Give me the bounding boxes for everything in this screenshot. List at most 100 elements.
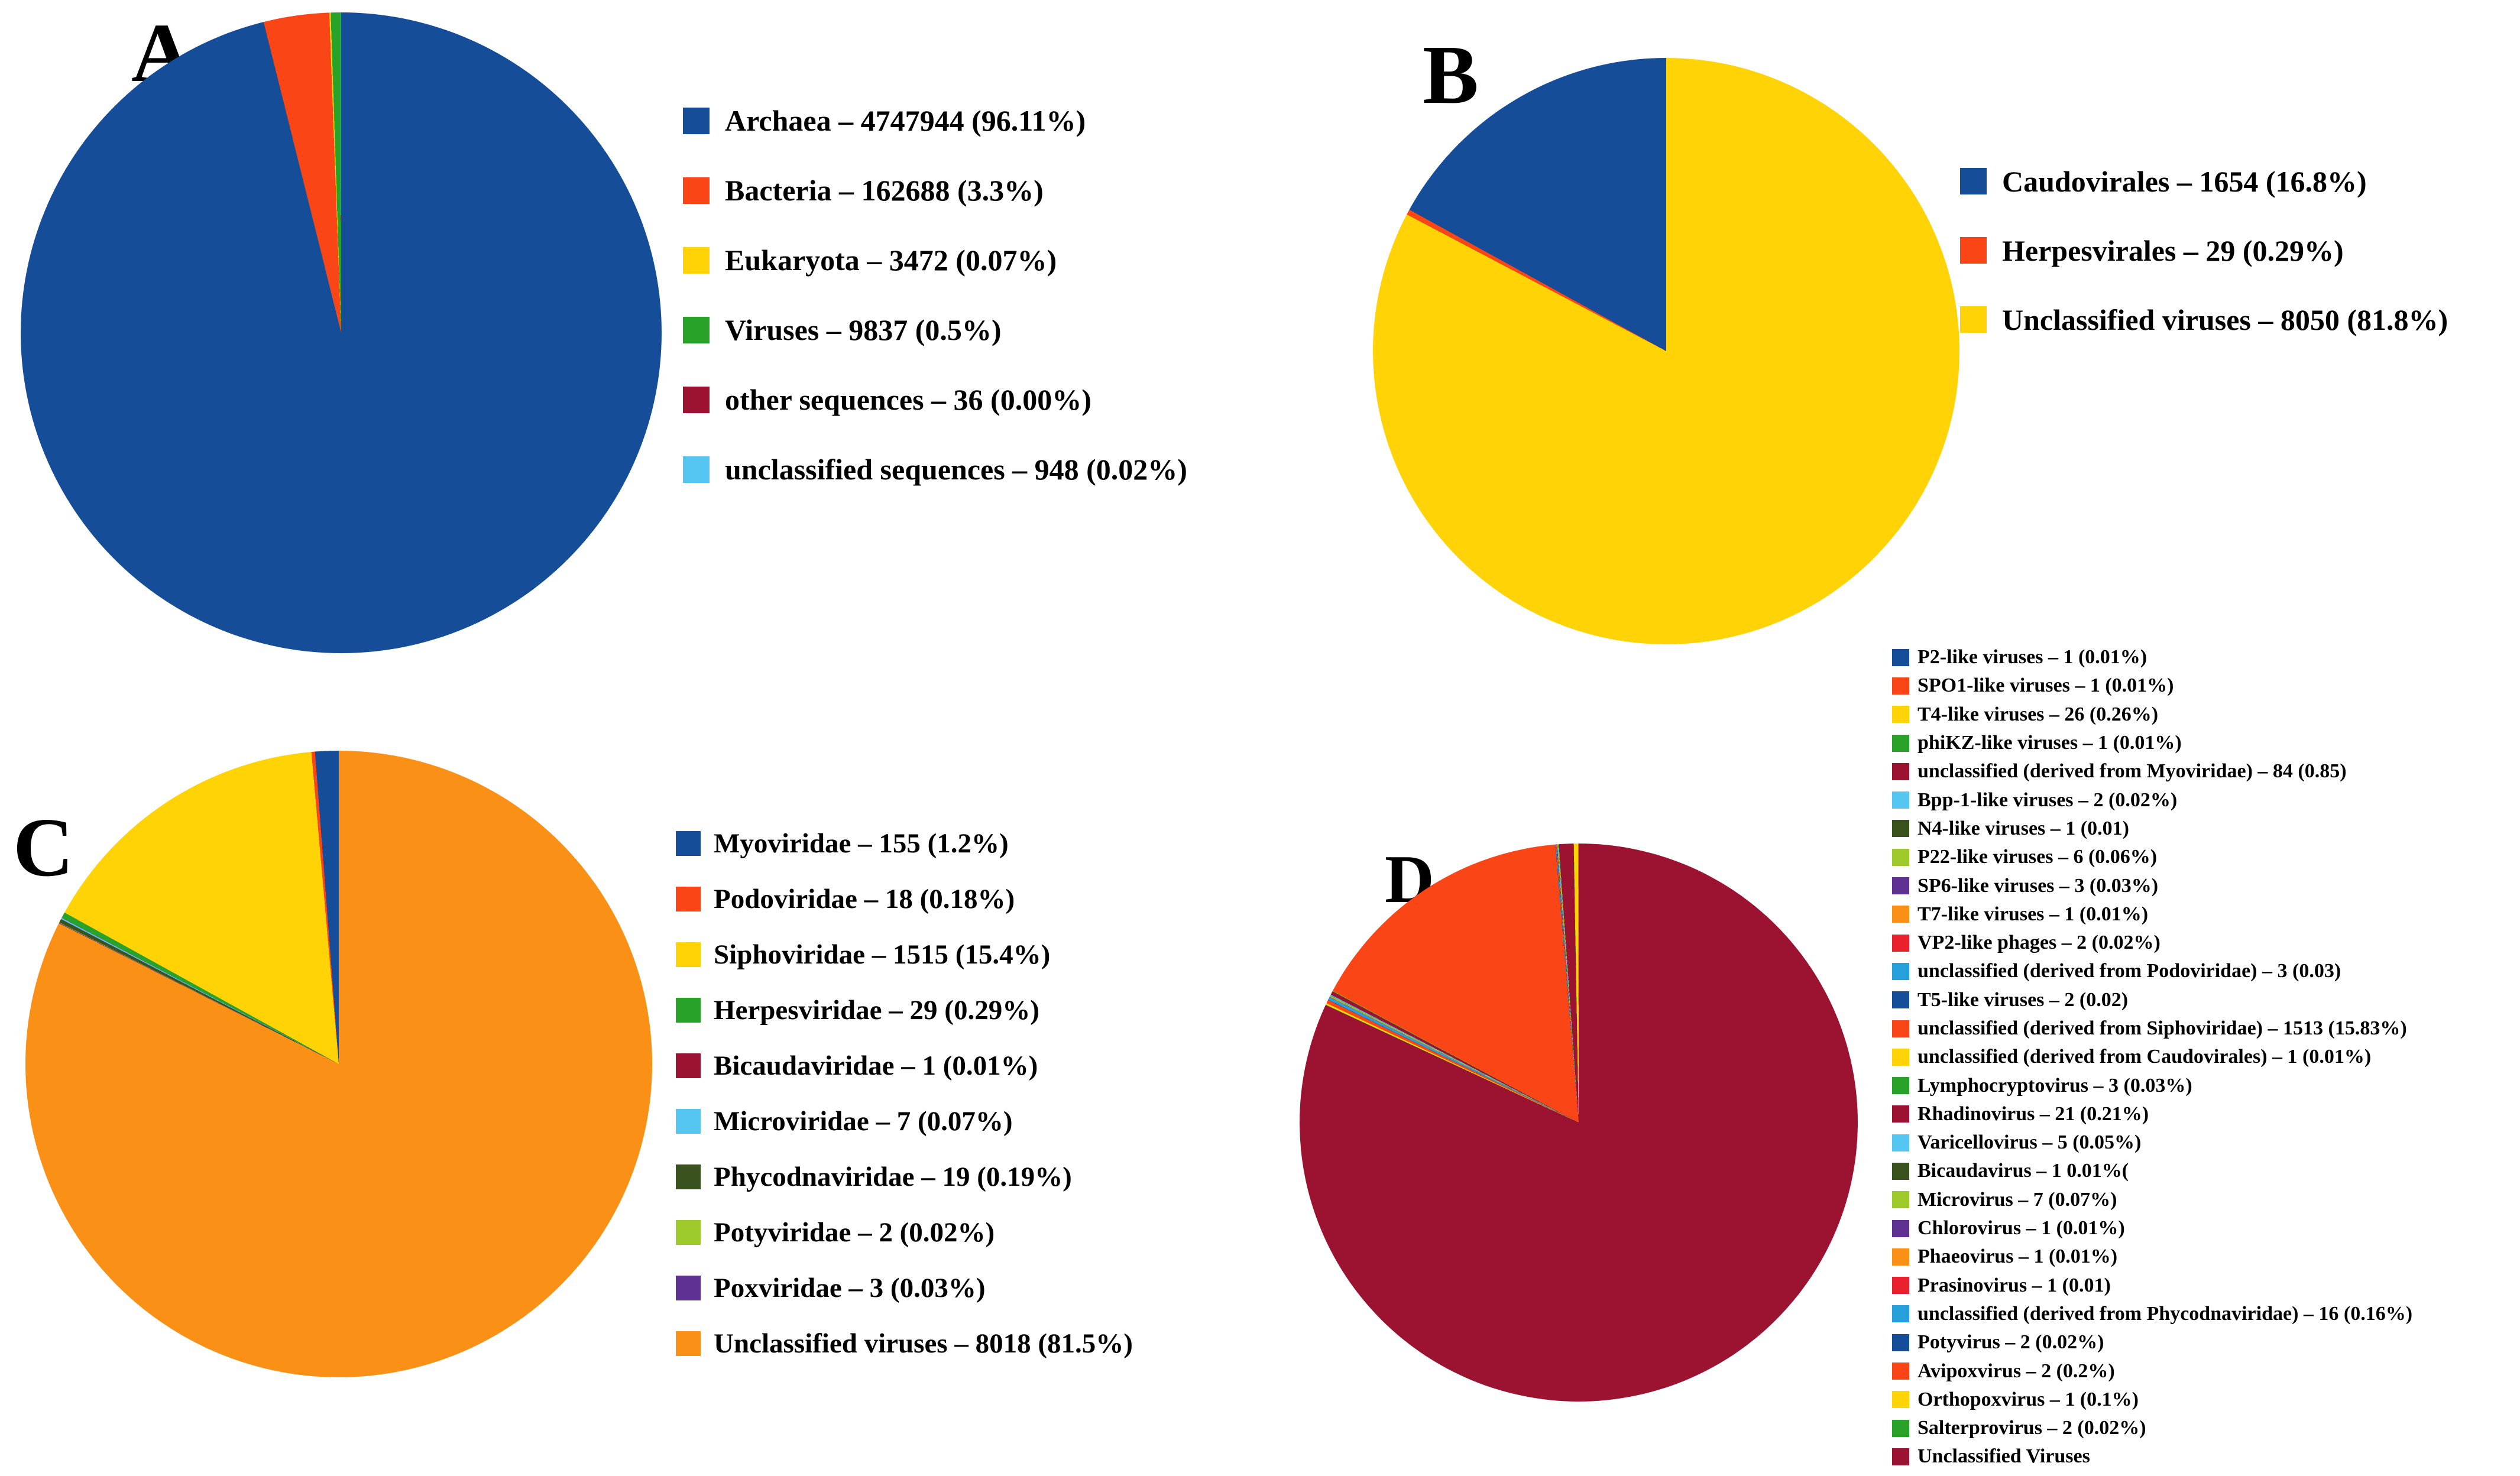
legend-swatch-icon: [1892, 1020, 1909, 1037]
legend-item: Salterprovirus – 2 (0.02%): [1892, 1414, 2412, 1442]
legend-swatch-icon: [1892, 791, 1909, 809]
legend-item: Herpesvirales – 29 (0.29%): [1960, 216, 2448, 285]
legend-swatch-icon: [1892, 1162, 1909, 1180]
legend-item: Caudovirales – 1654 (16.8%): [1960, 147, 2448, 216]
legend-b: Caudovirales – 1654 (16.8%) Herpesvirales…: [1960, 147, 2448, 354]
legend-label: Herpesviridae – 29 (0.29%): [714, 994, 1039, 1026]
legend-swatch-icon: [683, 246, 710, 274]
legend-label: unclassified (derived from Siphoviridae)…: [1917, 1017, 2407, 1039]
legend-swatch-icon: [1892, 1419, 1909, 1437]
pie-chart-c: [25, 751, 652, 1377]
legend-swatch-icon: [1892, 1105, 1909, 1123]
legend-swatch-icon: [1892, 648, 1909, 666]
legend-item: T7-like viruses – 1 (0.01%): [1892, 900, 2412, 929]
legend-swatch-icon: [1892, 906, 1909, 923]
legend-item: Phaeovirus – 1 (0.01%): [1892, 1243, 2412, 1271]
legend-swatch-icon: [676, 1109, 701, 1134]
legend-label: Rhadinovirus – 21 (0.21%): [1917, 1102, 2149, 1125]
legend-item: Unclassified Viruses: [1892, 1442, 2412, 1471]
legend-item: Rhadinovirus – 21 (0.21%): [1892, 1100, 2412, 1128]
legend-item: other sequences – 36 (0.00%): [683, 365, 1187, 434]
legend-item: Orthopoxvirus – 1 (0.1%): [1892, 1386, 2412, 1414]
legend-label: Herpesvirales – 29 (0.29%): [2002, 233, 2344, 267]
legend-d: P2-like viruses – 1 (0.01%) SPO1-like vir…: [1892, 643, 2412, 1471]
legend-label: Poxviridae – 3 (0.03%): [714, 1272, 986, 1303]
legend-swatch-icon: [1892, 1363, 1909, 1380]
legend-swatch-icon: [676, 1164, 701, 1189]
legend-item: Lymphocryptovirus – 3 (0.03%): [1892, 1071, 2412, 1099]
legend-item: P2-like viruses – 1 (0.01%): [1892, 643, 2412, 672]
panel-label-c: C: [13, 800, 74, 894]
legend-item: Viruses – 9837 (0.5%): [683, 295, 1187, 365]
legend-label: Podoviridae – 18 (0.18%): [714, 883, 1015, 914]
legend-label: N4-like viruses – 1 (0.01): [1917, 817, 2129, 839]
legend-label: Siphoviridae – 1515 (15.4%): [714, 939, 1051, 970]
legend-label: phiKZ-like viruses – 1 (0.01%): [1917, 732, 2182, 754]
legend-swatch-icon: [676, 1276, 701, 1300]
legend-label: SPO1-like viruses – 1 (0.01%): [1917, 674, 2174, 697]
legend-item: T5-like viruses – 2 (0.02): [1892, 986, 2412, 1014]
legend-label: Bpp-1-like viruses – 2 (0.02%): [1917, 789, 2178, 811]
legend-swatch-icon: [676, 887, 701, 911]
legend-swatch-icon: [1960, 237, 1987, 264]
legend-label: Potyviridae – 2 (0.02%): [714, 1217, 995, 1248]
legend-item: Bicaudaviridae – 1 (0.01%): [676, 1038, 1133, 1094]
legend-label: Phycodnaviridae – 19 (0.19%): [714, 1161, 1072, 1192]
legend-item: VP2-like phages – 2 (0.02%): [1892, 929, 2412, 957]
legend-label: unclassified (derived from Caudovirales)…: [1917, 1046, 2372, 1068]
legend-label: VP2-like phages – 2 (0.02%): [1917, 932, 2161, 954]
legend-item: Myoviridae – 155 (1.2%): [676, 816, 1133, 871]
legend-label: P2-like viruses – 1 (0.01%): [1917, 646, 2147, 669]
legend-swatch-icon: [1892, 1305, 1909, 1323]
legend-label: Bicaudaviridae – 1 (0.01%): [714, 1050, 1038, 1081]
legend-swatch-icon: [1892, 1048, 1909, 1066]
legend-label: Unclassified viruses – 8018 (81.5%): [714, 1328, 1133, 1359]
pie-chart-a: [21, 12, 662, 653]
legend-item: Varicellovirus – 5 (0.05%): [1892, 1128, 2412, 1157]
legend-label: unclassified sequences – 948 (0.02%): [725, 453, 1187, 486]
legend-item: T4-like viruses – 26 (0.26%): [1892, 700, 2412, 729]
legend-label: other sequences – 36 (0.00%): [725, 383, 1091, 416]
legend-swatch-icon: [1892, 1277, 1909, 1295]
legend-swatch-icon: [1892, 1334, 1909, 1351]
legend-label: Salterprovirus – 2 (0.02%): [1917, 1417, 2146, 1439]
legend-label: unclassified (derived from Podoviridae) …: [1917, 960, 2341, 982]
legend-item: phiKZ-like viruses – 1 (0.01%): [1892, 729, 2412, 757]
legend-label: Potyvirus – 2 (0.02%): [1917, 1331, 2104, 1354]
legend-swatch-icon: [683, 316, 710, 343]
legend-label: Microvirus – 7 (0.07%): [1917, 1188, 2117, 1211]
legend-swatch-icon: [1960, 168, 1987, 194]
legend-item: Unclassified viruses – 8018 (81.5%): [676, 1316, 1133, 1371]
pie-chart-d: [1300, 844, 1858, 1402]
legend-swatch-icon: [1892, 1448, 1909, 1465]
legend-item: unclassified (derived from Siphoviridae)…: [1892, 1014, 2412, 1043]
legend-item: Bpp-1-like viruses – 2 (0.02%): [1892, 786, 2412, 814]
legend-item: Bacteria – 162688 (3.3%): [683, 155, 1187, 225]
legend-swatch-icon: [1892, 706, 1909, 724]
legend-label: Archaea – 4747944 (96.11%): [725, 104, 1086, 137]
legend-label: unclassified (derived from Myoviridae) –…: [1917, 760, 2347, 783]
legend-item: Eukaryota – 3472 (0.07%): [683, 225, 1187, 295]
legend-swatch-icon: [1892, 962, 1909, 980]
legend-swatch-icon: [1960, 306, 1987, 333]
legend-item: Siphoviridae – 1515 (15.4%): [676, 927, 1133, 982]
legend-label: Orthopoxvirus – 1 (0.1%): [1917, 1388, 2139, 1410]
legend-item: Potyvirus – 2 (0.02%): [1892, 1328, 2412, 1357]
legend-item: Podoviridae – 18 (0.18%): [676, 871, 1133, 927]
legend-label: Varicellovirus – 5 (0.05%): [1917, 1131, 2142, 1154]
legend-swatch-icon: [1892, 677, 1909, 695]
legend-swatch-icon: [676, 1220, 701, 1245]
legend-swatch-icon: [683, 107, 710, 134]
legend-label: Bicaudavirus – 1 0.01%(: [1917, 1160, 2129, 1182]
legend-label: Bacteria – 162688 (3.3%): [725, 174, 1044, 207]
legend-item: Avipoxvirus – 2 (0.2%): [1892, 1357, 2412, 1385]
legend-label: Chlorovirus – 1 (0.01%): [1917, 1217, 2125, 1240]
legend-item: P22-like viruses – 6 (0.06%): [1892, 843, 2412, 871]
legend-swatch-icon: [1892, 1248, 1909, 1266]
legend-item: unclassified (derived from Caudovirales)…: [1892, 1043, 2412, 1071]
legend-item: N4-like viruses – 1 (0.01): [1892, 815, 2412, 843]
legend-swatch-icon: [683, 177, 710, 204]
legend-item: unclassified (derived from Podoviridae) …: [1892, 957, 2412, 985]
legend-swatch-icon: [676, 1331, 701, 1356]
pie-chart-b: [1373, 58, 1959, 644]
